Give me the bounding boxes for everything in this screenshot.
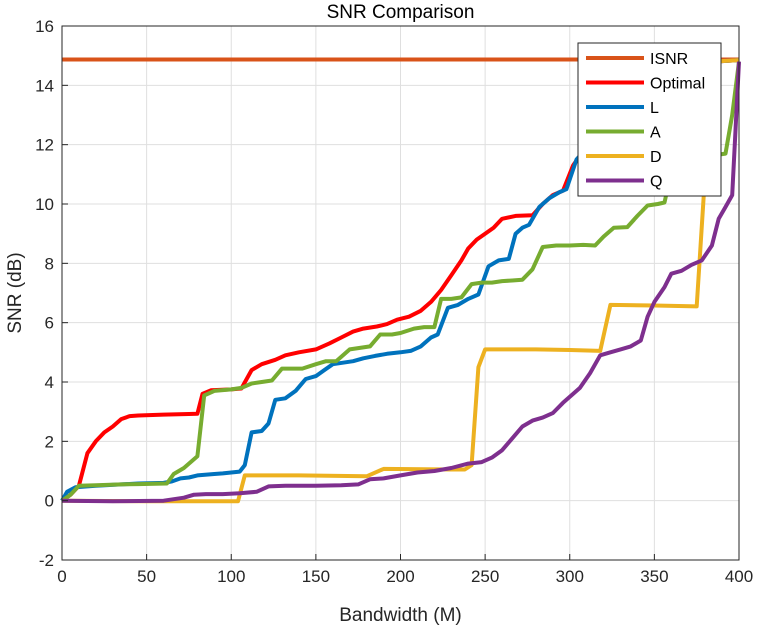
y-tick-label: 16	[35, 17, 54, 36]
series-line-q	[61, 61, 741, 504]
x-tick-label: 0	[57, 567, 66, 586]
y-tick-label: 2	[45, 432, 54, 451]
legend-label-optimal: Optimal	[650, 76, 705, 93]
series-lines	[60, 57, 741, 504]
series-line-a	[60, 61, 741, 503]
y-tick-label: 14	[35, 76, 54, 95]
legend-box	[577, 42, 722, 197]
x-tick-label: 100	[217, 567, 245, 586]
legend-label-l: L	[650, 100, 659, 117]
x-axis-label: Bandwidth (M)	[339, 605, 462, 626]
x-tick-label: 250	[471, 567, 499, 586]
chart-title: SNR Comparison	[327, 2, 475, 23]
y-axis-label: SNR (dB)	[5, 252, 26, 333]
y-tick-label: -2	[39, 551, 54, 570]
y-tick-label: 0	[45, 492, 54, 511]
x-tick-label: 400	[725, 567, 753, 586]
x-tick-label: 350	[640, 567, 668, 586]
y-tick-label: 10	[35, 195, 54, 214]
legend-label-q: Q	[650, 174, 662, 191]
y-tick-label: 12	[35, 136, 54, 155]
y-tick-label: 6	[45, 314, 54, 333]
legend-label-isnr: ISNR	[650, 51, 688, 68]
x-tick-label: 200	[386, 567, 414, 586]
y-tick-label: 4	[45, 373, 54, 392]
legend-label-a: A	[650, 125, 661, 142]
legend-label-d: D	[650, 149, 662, 166]
y-tick-label: 8	[45, 254, 54, 273]
x-tick-label: 150	[302, 567, 330, 586]
x-tick-label: 300	[556, 567, 584, 586]
series-line-d	[61, 58, 740, 504]
series-line-l	[60, 58, 740, 502]
x-tick-label: 50	[137, 567, 156, 586]
